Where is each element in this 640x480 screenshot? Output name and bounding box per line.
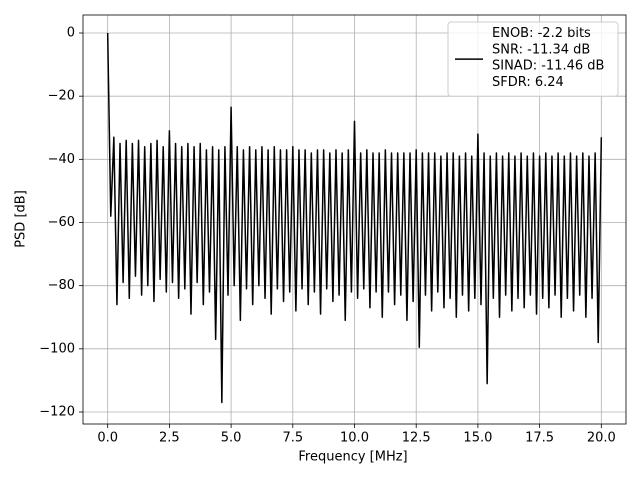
x-tick-label: 5.0	[221, 431, 242, 446]
y-tick-label: −80	[48, 278, 75, 293]
y-tick-label: 0	[67, 26, 75, 41]
plot-frame	[82, 14, 627, 425]
x-tick-label: 20.0	[587, 431, 616, 446]
legend-label: ENOB: -2.2 bits SNR: -11.34 dB SINAD: -11.…	[492, 26, 604, 90]
y-axis-label: PSD [dB]	[14, 190, 29, 248]
x-tick-label: 0.0	[97, 431, 118, 446]
y-tick-label: −120	[39, 404, 75, 419]
x-axis-label: Frequency [MHz]	[298, 450, 407, 465]
x-tick-label: 10.0	[340, 431, 369, 446]
legend-box	[447, 21, 619, 97]
psd-line	[106, 32, 603, 404]
x-tick-label: 7.5	[282, 431, 303, 446]
y-tick-label: −60	[48, 215, 75, 230]
y-tick-label: −100	[39, 341, 75, 356]
x-tick-label: 2.5	[159, 431, 180, 446]
y-tick-label: −20	[48, 89, 75, 104]
x-tick-label: 12.5	[402, 431, 431, 446]
x-tick-label: 17.5	[525, 431, 554, 446]
y-tick-label: −40	[48, 152, 75, 167]
x-tick-label: 15.0	[463, 431, 492, 446]
